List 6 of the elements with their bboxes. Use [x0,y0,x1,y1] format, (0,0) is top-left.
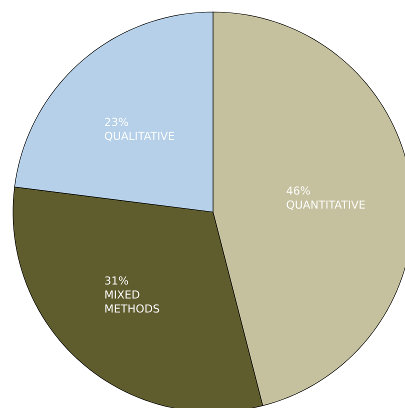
data-label: 46% [286,186,310,195]
slice-label: QUANTITATIVE [286,200,365,210]
slice-label: QUALITATIVE [104,132,174,142]
slice-label: MIXED METHODS [105,290,160,313]
data-label: 23% [105,118,128,126]
data-label: 31% [105,276,128,285]
